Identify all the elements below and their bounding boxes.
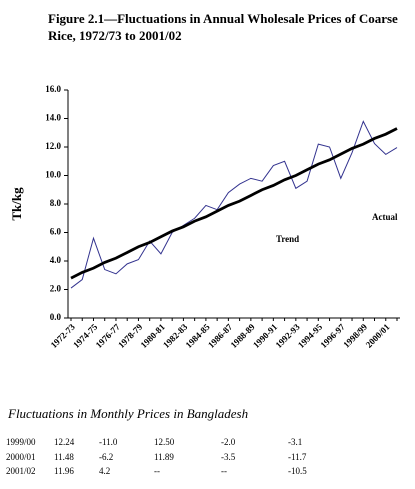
table-cell: -3.1 — [288, 437, 303, 447]
x-tick-label: 2000/01 — [364, 321, 392, 349]
chart-title: Figure 2.1—Fluctuations in Annual Wholes… — [48, 11, 398, 43]
y-tick-label: 12.0 — [45, 141, 61, 151]
table-title: Fluctuations in Monthly Prices in Bangla… — [8, 406, 249, 421]
table-cell: 11.96 — [54, 466, 74, 476]
series-label: Trend — [276, 234, 299, 244]
y-tick-label: 14.0 — [45, 113, 61, 123]
y-tick-label: 2.0 — [50, 284, 62, 294]
table-cell: 2001/02 — [6, 466, 36, 476]
table-cell: 12.50 — [154, 437, 175, 447]
table-cell: -- — [154, 466, 160, 476]
table-cell: -3.5 — [221, 452, 236, 462]
table-cell: 4.2 — [99, 466, 111, 476]
series-label: Actual — [372, 212, 398, 222]
series-line — [70, 120, 398, 289]
y-tick-label: 4.0 — [50, 255, 62, 265]
y-tick-label: 0.0 — [50, 312, 62, 322]
table-cell: -11.7 — [288, 452, 307, 462]
series-line — [70, 127, 398, 280]
table-cell: 1999/00 — [6, 437, 36, 447]
y-tick-label: 6.0 — [50, 227, 62, 237]
x-tick-label: 1996-97 — [318, 321, 347, 350]
chart: 0.02.04.06.08.010.012.014.016.0Tk/kg1972… — [9, 84, 400, 350]
y-tick-label: 8.0 — [50, 198, 62, 208]
table-cell: -2.0 — [221, 437, 236, 447]
table-cell: -11.0 — [99, 437, 118, 447]
table-cell: 2000/01 — [6, 452, 36, 462]
y-tick-label: 16.0 — [45, 84, 61, 94]
table-cell: 11.48 — [54, 452, 74, 462]
table-cell: 11.89 — [154, 452, 174, 462]
y-axis-label: Tk/kg — [9, 187, 24, 221]
table-cell: -6.2 — [99, 452, 114, 462]
y-tick-label: 10.0 — [45, 170, 61, 180]
table-cell: -10.5 — [288, 466, 307, 476]
table-cell: -- — [221, 466, 227, 476]
table-cell: 12.24 — [54, 437, 75, 447]
